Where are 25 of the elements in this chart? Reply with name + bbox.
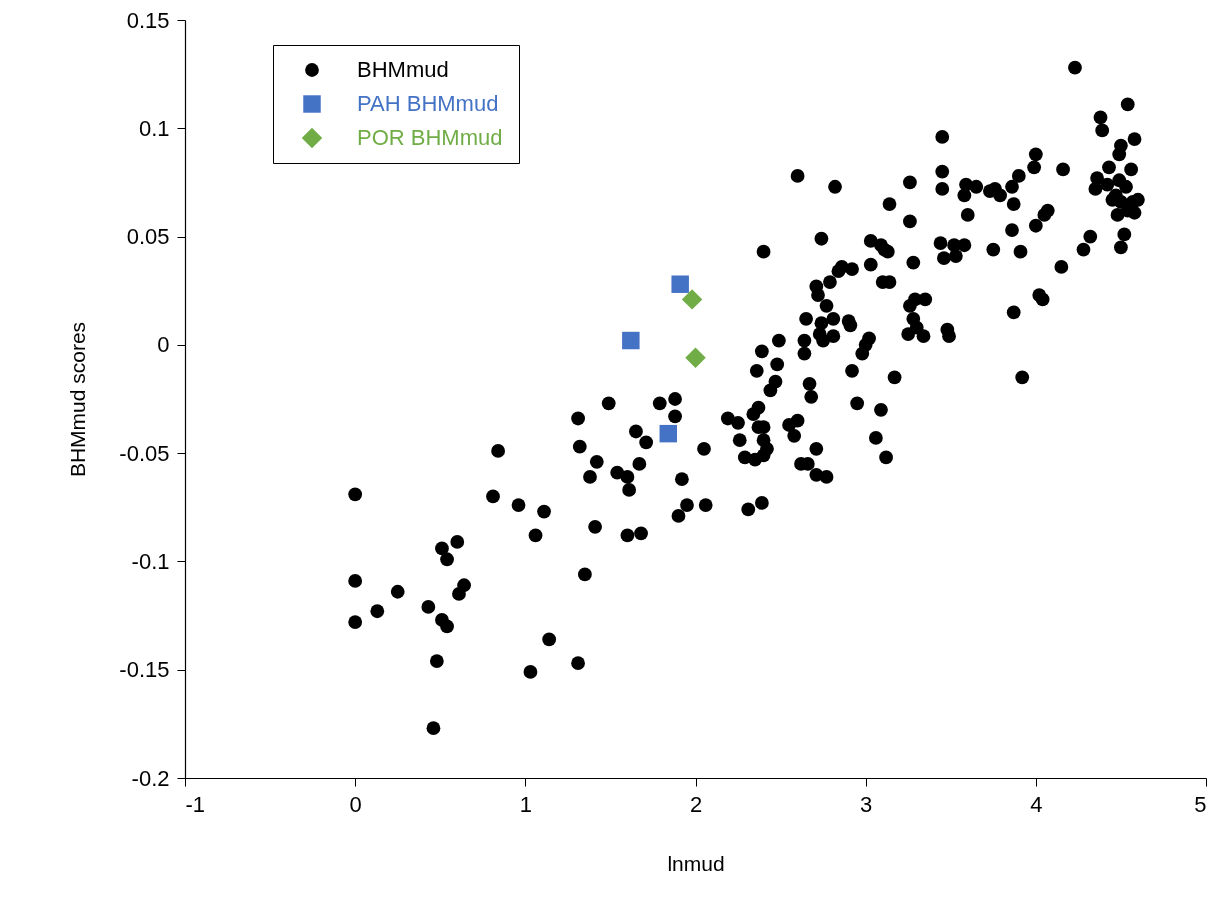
legend-label: BHMmud — [357, 57, 449, 82]
y-tick-label: 0.1 — [138, 115, 170, 141]
y-axis-title: BHMmud scores — [66, 321, 90, 478]
point — [659, 424, 678, 443]
legend-label: POR BHMmud — [357, 125, 503, 150]
x-tick-label: -1 — [185, 791, 206, 817]
point — [622, 331, 640, 350]
x-tick-label: 1 — [519, 791, 532, 817]
legend-label: PAH BHMmud — [357, 91, 499, 116]
x-tick-label: 0 — [349, 791, 362, 817]
point — [685, 347, 706, 369]
x-tick-label: 4 — [1030, 791, 1043, 817]
y-tick-label: -0.2 — [131, 765, 170, 791]
y-tick-label: -0.1 — [131, 548, 170, 574]
x-tick-label: 3 — [860, 791, 873, 817]
x-tick-label: 5 — [1194, 791, 1207, 817]
y-tick-label: -0.05 — [119, 440, 170, 466]
y-tick-label: 0.15 — [126, 7, 170, 33]
point — [681, 289, 703, 310]
x-axis-title: lnmud — [667, 851, 725, 875]
y-tick-label: 0 — [157, 332, 170, 358]
point — [671, 275, 689, 293]
y-tick-label: -0.15 — [119, 657, 170, 683]
y-tick-label: 0.05 — [126, 224, 170, 250]
x-tick-label: 2 — [689, 791, 703, 817]
